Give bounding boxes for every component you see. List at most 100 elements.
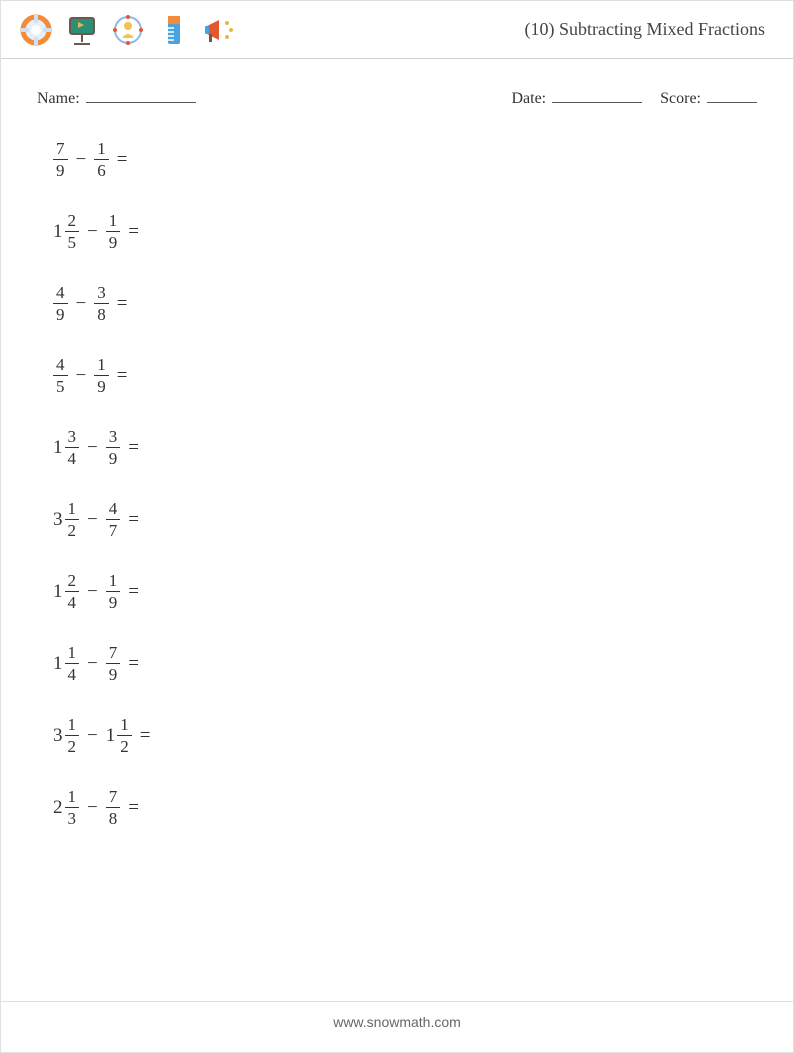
numerator: 1 [117, 716, 132, 736]
worksheet-page: (10) Subtracting Mixed Fractions Name: D… [0, 0, 794, 1053]
numerator: 7 [53, 140, 68, 160]
numerator: 1 [106, 572, 121, 592]
mixed-fraction: 124 [53, 572, 79, 611]
name-blank[interactable] [86, 85, 196, 103]
minus-operator: − [76, 293, 87, 315]
fraction: 78 [106, 788, 121, 827]
denominator: 9 [106, 232, 121, 251]
header-icons [19, 13, 237, 47]
mixed-fraction: 134 [53, 428, 79, 467]
minus-operator: − [87, 797, 98, 819]
equals-sign: = [128, 221, 139, 243]
equals-sign: = [117, 365, 128, 387]
fraction: 19 [94, 356, 109, 395]
problem-row: 124−19= [53, 570, 793, 614]
fraction: 19 [106, 212, 121, 251]
equals-sign: = [128, 653, 139, 675]
denominator: 7 [106, 520, 121, 539]
numerator: 3 [65, 428, 80, 448]
numerator: 4 [106, 500, 121, 520]
denominator: 8 [94, 304, 109, 323]
problem-row: 79−16 = [53, 138, 793, 182]
mixed-fraction: 79 [106, 644, 121, 683]
minus-operator: − [87, 581, 98, 603]
fraction: 34 [65, 428, 80, 467]
fraction: 24 [65, 572, 80, 611]
denominator: 5 [65, 232, 80, 251]
numerator: 1 [65, 500, 80, 520]
megaphone-icon [203, 13, 237, 47]
fraction: 12 [65, 716, 80, 755]
denominator: 3 [65, 808, 80, 827]
mixed-fraction: 78 [106, 788, 121, 827]
footer: www.snowmath.com [1, 1001, 793, 1030]
mixed-fraction: 125 [53, 212, 79, 251]
numerator: 1 [65, 716, 80, 736]
fraction: 38 [94, 284, 109, 323]
fraction: 13 [65, 788, 80, 827]
denominator: 4 [65, 448, 80, 467]
denominator: 2 [117, 736, 132, 755]
numerator: 1 [65, 644, 80, 664]
fraction: 79 [53, 140, 68, 179]
denominator: 2 [65, 520, 80, 539]
fraction: 79 [106, 644, 121, 683]
denominator: 4 [65, 664, 80, 683]
meta-row: Name: Date: Score: [1, 59, 793, 108]
problem-row: 134−39= [53, 426, 793, 470]
fraction: 45 [53, 356, 68, 395]
problem-row: 114−79= [53, 642, 793, 686]
problem-row: 49−38= [53, 282, 793, 326]
problem-row: 213−78 = [53, 786, 793, 830]
fraction: 47 [106, 500, 121, 539]
fraction: 19 [106, 572, 121, 611]
score-label: Score: [660, 90, 701, 108]
minus-operator: − [87, 509, 98, 531]
fraction: 16 [94, 140, 109, 179]
numerator: 2 [65, 212, 80, 232]
denominator: 9 [53, 160, 68, 179]
date-blank[interactable] [552, 85, 642, 103]
compass-person-icon [111, 13, 145, 47]
numerator: 3 [106, 428, 121, 448]
date-label: Date: [511, 90, 546, 108]
mixed-fraction: 19 [94, 356, 109, 395]
equals-sign: = [128, 509, 139, 531]
mixed-fraction: 112 [106, 716, 132, 755]
numerator: 1 [94, 140, 109, 160]
minus-operator: − [76, 149, 87, 171]
denominator: 4 [65, 592, 80, 611]
denominator: 8 [106, 808, 121, 827]
fraction: 39 [106, 428, 121, 467]
equals-sign: = [128, 797, 139, 819]
mixed-fraction: 312 [53, 500, 79, 539]
mixed-fraction: 47 [106, 500, 121, 539]
mixed-fraction: 213 [53, 788, 79, 827]
fraction: 12 [65, 500, 80, 539]
denominator: 9 [106, 664, 121, 683]
numerator: 3 [94, 284, 109, 304]
equals-sign: = [117, 149, 128, 171]
minus-operator: − [87, 221, 98, 243]
score-blank[interactable] [707, 85, 757, 103]
denominator: 9 [53, 304, 68, 323]
mixed-fraction: 114 [53, 644, 79, 683]
mixed-fraction: 45 [53, 356, 68, 395]
mixed-fraction: 49 [53, 284, 68, 323]
problems-list: 79−16=125−19=49−38=45−19=134−39=312−47=1… [1, 108, 793, 830]
numerator: 2 [65, 572, 80, 592]
whole-part: 3 [53, 509, 63, 531]
equals-sign: = [140, 725, 151, 747]
name-label: Name: [37, 90, 80, 108]
numerator: 7 [106, 644, 121, 664]
date-field: Date: [511, 85, 642, 108]
denominator: 2 [65, 736, 80, 755]
header: (10) Subtracting Mixed Fractions [1, 1, 793, 59]
whole-part: 1 [53, 221, 63, 243]
denominator: 9 [106, 448, 121, 467]
minus-operator: − [76, 365, 87, 387]
problem-row: 125−19= [53, 210, 793, 254]
denominator: 6 [94, 160, 109, 179]
numerator: 1 [94, 356, 109, 376]
numerator: 1 [65, 788, 80, 808]
